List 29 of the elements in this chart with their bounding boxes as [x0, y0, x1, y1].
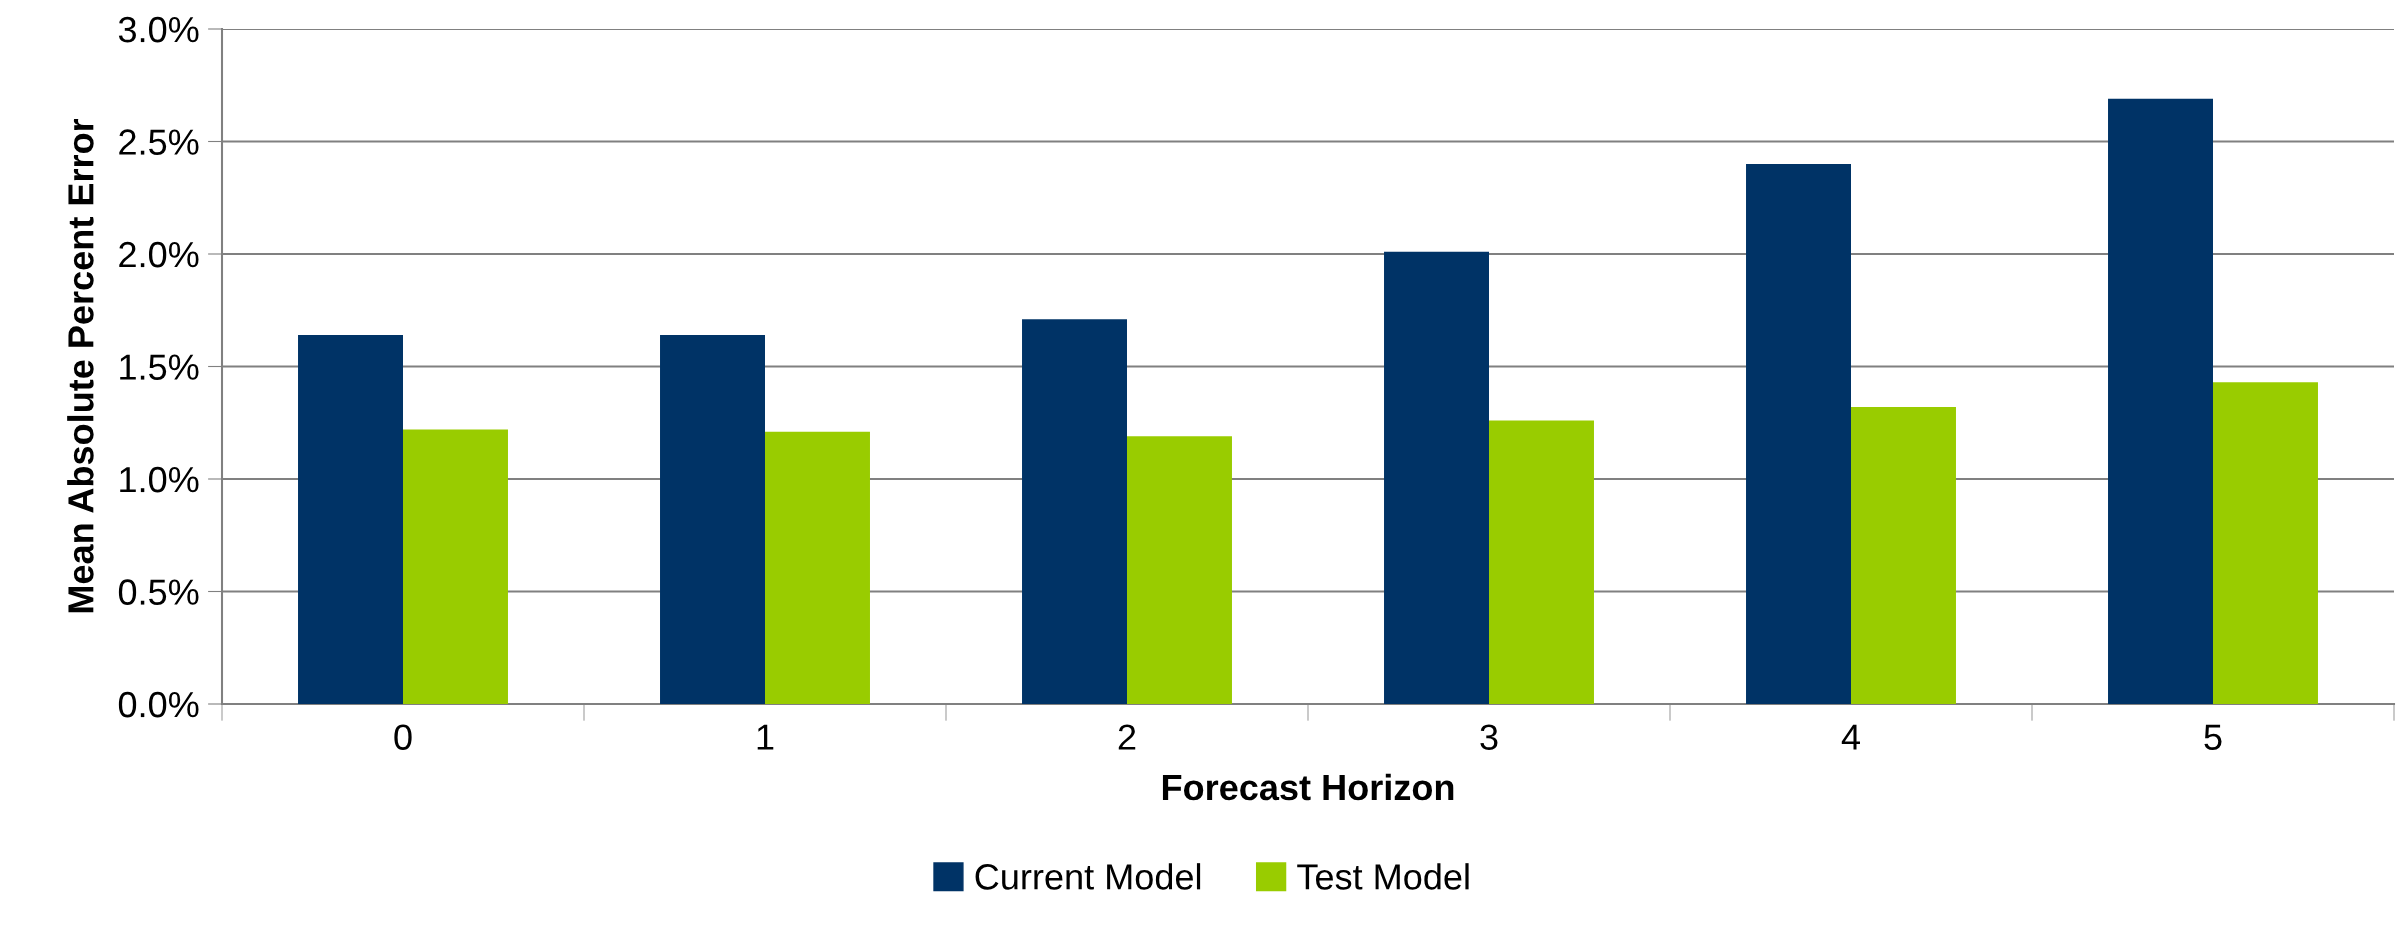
y-tick-label: 2.0% [119, 241, 199, 268]
bar [1127, 436, 1232, 704]
y-tick-label: 3.0% [118, 16, 199, 43]
x-tick-label: 1 [757, 724, 774, 750]
x-tick-label: 3 [1480, 724, 1498, 750]
bar [1489, 420, 1594, 704]
legend-label: Test Model [1297, 863, 1469, 890]
bar [2108, 98, 2213, 704]
legend-label: Current Model [975, 863, 1201, 890]
bar [660, 335, 765, 704]
bar [1384, 251, 1489, 704]
y-axis-title: Mean Absolute Percent Error [67, 118, 94, 613]
x-tick-label: 4 [1841, 724, 1860, 750]
bar [403, 429, 508, 704]
bar [1851, 407, 1956, 704]
y-tick-label: 1.5% [120, 354, 199, 380]
x-tick-label: 2 [1118, 724, 1136, 750]
y-tick-label: 1.0% [120, 466, 199, 493]
bar [298, 335, 403, 704]
bar [2213, 382, 2318, 704]
x-axis-title: Forecast Horizon [1162, 773, 1454, 801]
bar [765, 431, 870, 704]
bar [1746, 164, 1851, 704]
bar [1022, 319, 1127, 704]
y-tick-label: 0.0% [118, 691, 199, 718]
x-tick-label: 0 [394, 724, 412, 750]
x-tick-label: 5 [2204, 724, 2222, 750]
y-tick-label: 2.5% [119, 129, 199, 155]
y-tick-label: 0.5% [118, 579, 199, 605]
